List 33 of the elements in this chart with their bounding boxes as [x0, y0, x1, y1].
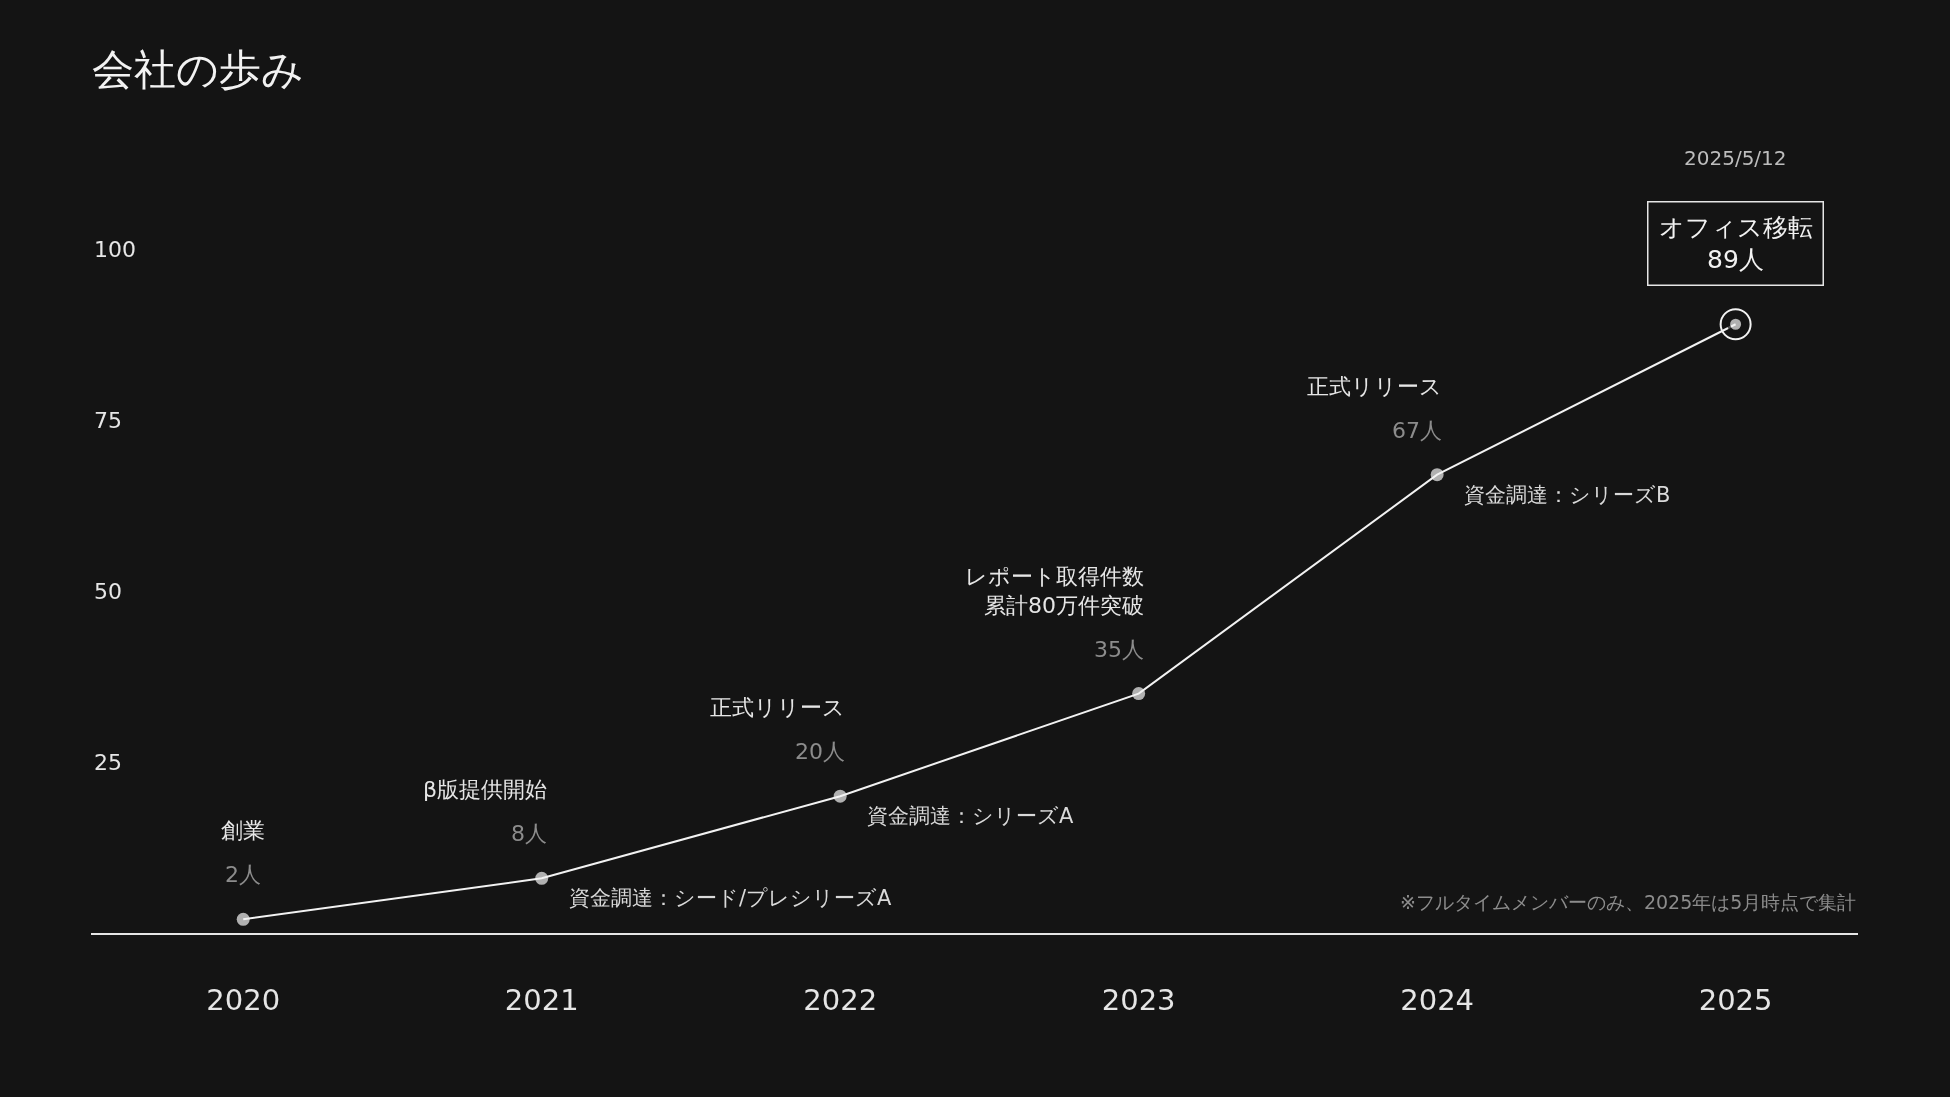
data-label: 20人 — [795, 739, 845, 764]
data-label: 8人 — [511, 821, 547, 846]
point — [1430, 468, 1444, 482]
x-tick-label: 2020 — [206, 982, 281, 1017]
point — [535, 871, 549, 885]
x-tick-label: 2023 — [1101, 982, 1176, 1017]
y-tick-label: 50 — [94, 578, 122, 604]
x-tick-label: 2024 — [1400, 982, 1475, 1017]
point — [236, 912, 250, 926]
chart-title: 会社の歩み — [91, 45, 304, 95]
x-tick-label: 2021 — [504, 982, 579, 1017]
x-tick-label: 2025 — [1698, 982, 1773, 1017]
annotation: 資金調達：シード/プレシリーズA — [569, 886, 893, 910]
y-tick-label: 75 — [94, 407, 122, 433]
data-label: 89人 — [1707, 245, 1764, 274]
text: 2025/5/12 — [1684, 146, 1787, 170]
point — [833, 789, 847, 803]
y-tick-label: 100 — [94, 236, 136, 262]
point — [1132, 687, 1146, 701]
annotation: ※フルタイムメンバーのみ、2025年は5月時点で集計 — [1400, 891, 1857, 913]
annotation: β版提供開始 — [423, 777, 548, 802]
data-label: 35人 — [1094, 637, 1144, 662]
annotation: レポート取得件数累計80万件突破 — [965, 564, 1144, 618]
text: オフィス移転 — [1658, 212, 1813, 242]
y-tick-label: 25 — [94, 749, 122, 775]
annotation: 資金調達：シリーズB — [1464, 483, 1671, 507]
annotation: 資金調達：シリーズA — [867, 804, 1074, 828]
data-label: 2人 — [225, 862, 261, 887]
data-label: 67人 — [1392, 418, 1442, 443]
annotation: 創業 — [221, 818, 265, 843]
x-tick-label: 2022 — [803, 982, 878, 1017]
annotation: 正式リリース — [710, 695, 845, 720]
annotation: 正式リリース — [1307, 374, 1442, 399]
